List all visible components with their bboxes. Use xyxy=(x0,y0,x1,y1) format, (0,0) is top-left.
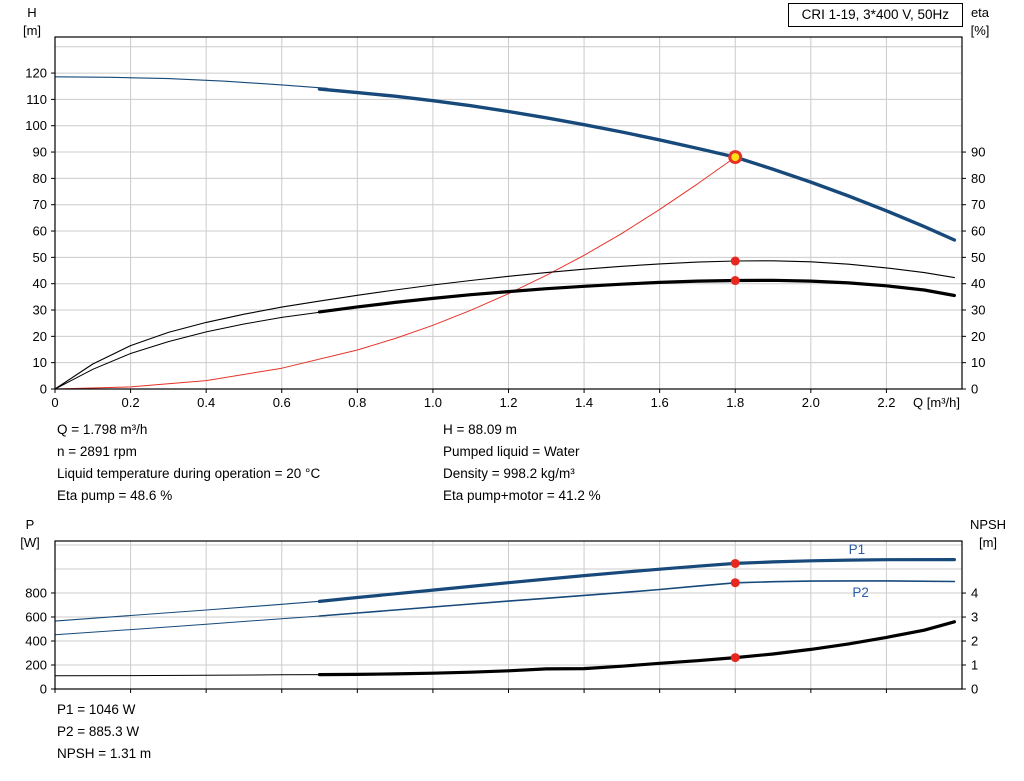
y-right-tick-label: 30 xyxy=(971,303,985,318)
y-left-tick-label: 40 xyxy=(33,276,47,291)
duty-info-right: H = 88.09 m Pumped liquid = Water Densit… xyxy=(443,419,601,507)
info-liquid-temperature: Liquid temperature during operation = 20… xyxy=(57,466,321,481)
info-p1: P1 = 1046 W xyxy=(57,702,136,717)
x-tick-label: 1.0 xyxy=(424,395,442,410)
y-left-tick-label: 400 xyxy=(25,633,47,648)
x-tick-label: 1.8 xyxy=(726,395,744,410)
y-right-tick-label: 0 xyxy=(971,682,978,697)
y-left-tick-label: 10 xyxy=(33,355,47,370)
p1-curve xyxy=(317,558,956,603)
power-info: P1 = 1046 W P2 = 885.3 W NPSH = 1.31 m xyxy=(57,699,151,765)
y-right-tick-label: 3 xyxy=(971,610,978,625)
info-head: H = 88.09 m xyxy=(443,422,517,437)
y-right-tick-label: 50 xyxy=(971,250,985,265)
x-tick-label: 2.2 xyxy=(877,395,895,410)
y-left-tick-label: 800 xyxy=(25,585,47,600)
y-left-axis-title: P xyxy=(26,517,35,532)
y-right-tick-label: 10 xyxy=(971,355,985,370)
y-right-tick-label: 1 xyxy=(971,658,978,673)
y-left-tick-label: 20 xyxy=(33,329,47,344)
x-tick-label: 2.0 xyxy=(802,395,820,410)
info-p2: P2 = 885.3 W xyxy=(57,724,140,739)
duty-point[interactable] xyxy=(728,150,743,165)
info-npsh: NPSH = 1.31 m xyxy=(57,746,152,761)
eta-pump-motor-point xyxy=(730,276,740,286)
y-left-tick-label: 110 xyxy=(26,92,47,107)
system-curve xyxy=(54,156,736,390)
h-curve xyxy=(317,87,957,242)
info-eta-pump: Eta pump = 48.6 % xyxy=(57,488,173,503)
y-left-tick-label: 80 xyxy=(33,171,47,186)
eta-pump-curve xyxy=(54,260,955,390)
eta-pump-motor-curve xyxy=(317,278,956,314)
y-right-tick-label: 0 xyxy=(971,382,978,397)
y-left-tick-label: 30 xyxy=(33,303,47,318)
p2-curve-lowflow xyxy=(54,615,328,636)
x-tick-label: 1.6 xyxy=(651,395,669,410)
x-tick-label: 0 xyxy=(51,395,58,410)
y-left-axis-title: [W] xyxy=(20,535,40,550)
npsh-curve xyxy=(317,620,956,677)
y-right-tick-label: 80 xyxy=(971,171,985,186)
info-density: Density = 998.2 kg/m³ xyxy=(443,466,575,481)
x-tick-label: 0.6 xyxy=(273,395,291,410)
npsh-point xyxy=(730,653,740,663)
x-tick-label: 0.2 xyxy=(122,395,140,410)
x-tick-label: 1.4 xyxy=(575,395,593,410)
info-eta-pump-motor: Eta pump+motor = 41.2 % xyxy=(443,488,601,503)
y-right-axis-title: [m] xyxy=(979,535,997,550)
info-flow: Q = 1.798 m³/h xyxy=(57,422,148,437)
info-speed: n = 2891 rpm xyxy=(57,444,137,459)
y-left-tick-label: 50 xyxy=(33,250,47,265)
y-right-tick-label: 4 xyxy=(971,586,978,601)
x-tick-label: 0.8 xyxy=(348,395,366,410)
y-left-tick-label: 60 xyxy=(33,224,47,239)
y-left-axis-title: H xyxy=(27,5,36,20)
x-tick-label: 1.2 xyxy=(499,395,517,410)
info-pumped-liquid: Pumped liquid = Water xyxy=(443,444,580,459)
y-left-tick-label: 120 xyxy=(25,66,47,81)
npsh-curve-lowflow xyxy=(54,674,328,677)
x-tick-label: 0.4 xyxy=(197,395,215,410)
y-right-tick-label: 20 xyxy=(971,329,985,344)
y-left-tick-label: 0 xyxy=(40,382,47,397)
h-curve-lowflow xyxy=(54,76,328,89)
p1-point xyxy=(730,558,740,568)
duty-info-left: Q = 1.798 m³/h n = 2891 rpm Liquid tempe… xyxy=(57,419,320,507)
p1-label: P1 xyxy=(849,542,866,557)
p2-point xyxy=(730,578,740,588)
eta-pump-point xyxy=(730,256,740,266)
eta-pump-motor-lowflow xyxy=(54,310,328,390)
x-axis-title: Q [m³/h] xyxy=(913,395,960,410)
y-left-tick-label: 200 xyxy=(25,657,47,672)
y-left-tick-label: 100 xyxy=(25,118,47,133)
y-right-tick-label: 40 xyxy=(971,276,985,291)
y-right-tick-label: 70 xyxy=(971,197,985,212)
y-right-tick-label: 60 xyxy=(971,224,985,239)
y-left-tick-label: 0 xyxy=(40,682,47,697)
p2-curve xyxy=(318,580,956,617)
y-right-axis-title: eta xyxy=(971,5,990,20)
y-right-tick-label: 90 xyxy=(971,145,985,160)
y-left-axis-title: [m] xyxy=(23,23,41,38)
y-left-tick-label: 600 xyxy=(25,609,47,624)
y-right-axis-title: [%] xyxy=(971,23,990,38)
y-right-axis-title: NPSH xyxy=(970,517,1006,532)
pump-type-label: CRI 1-19, 3*400 V, 50Hz xyxy=(787,3,963,27)
y-left-tick-label: 90 xyxy=(33,145,47,160)
p1-curve-lowflow xyxy=(54,600,328,622)
y-right-tick-label: 2 xyxy=(971,634,978,649)
y-left-tick-label: 70 xyxy=(33,197,47,212)
p2-label: P2 xyxy=(852,585,869,600)
